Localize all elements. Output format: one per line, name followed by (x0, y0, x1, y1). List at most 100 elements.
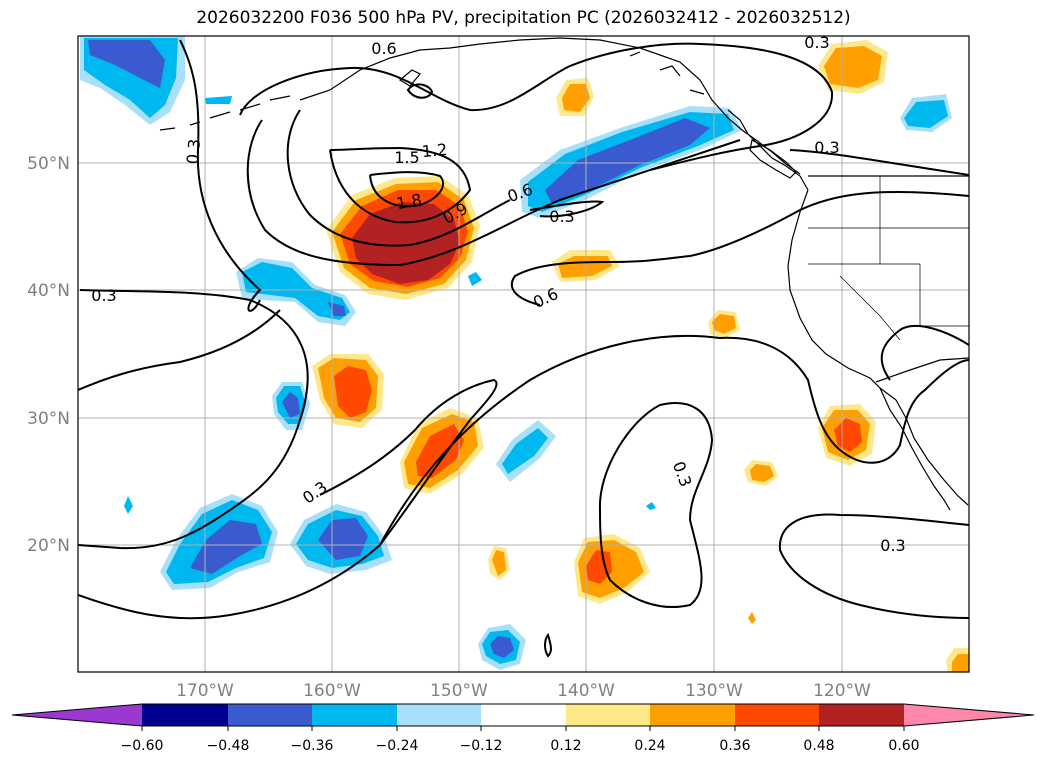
border-us-mexico (875, 357, 969, 383)
precip-blob (190, 520, 262, 574)
pv-contour (379, 334, 969, 546)
colorbar: −0.60 −0.48 −0.36 −0.24 −0.12 0.12 0.24 … (11, 703, 1035, 754)
pv-contour (246, 119, 741, 267)
pv-contour (78, 289, 309, 550)
contour-label: 0.3 (91, 286, 116, 305)
state-lines (808, 176, 969, 341)
map-frame (77, 35, 970, 673)
precip-blob (416, 424, 464, 478)
coastline-gulf-california (913, 437, 969, 506)
lon-label: 170°W (176, 681, 234, 701)
colorbar-tick: 0.24 (634, 738, 665, 754)
coastline-alaska (299, 37, 801, 175)
coastlines (159, 37, 969, 511)
lon-labels: 170°W 160°W 150°W 140°W 130°W 120°W (176, 681, 871, 701)
coastline-kodiak (398, 69, 421, 87)
coastline-us-west (787, 189, 915, 439)
colorbar-tick: −0.60 (121, 738, 164, 754)
colorbar-segment (735, 704, 819, 726)
contour-label: 0.3 (549, 207, 574, 226)
contour-label: 1.5 (394, 148, 419, 167)
contour-label: 0.6 (530, 284, 561, 312)
coastline-alaska-islands (629, 51, 705, 95)
precip-blob (88, 40, 165, 88)
colorbar-segment (397, 704, 481, 726)
lon-label: 140°W (557, 681, 615, 701)
pv-contour (239, 42, 834, 171)
lon-label: 150°W (430, 681, 488, 701)
contour-label: 0.3 (880, 536, 905, 555)
precip-blob (282, 392, 300, 418)
lat-label: 20°N (27, 536, 70, 556)
precip-shading (80, 36, 969, 672)
pv-contour (179, 39, 262, 312)
precip-blob (490, 636, 514, 658)
precip-blob (562, 84, 590, 112)
colorbar-segment (566, 704, 650, 726)
colorbar-tick: 0.36 (719, 738, 750, 754)
pv-contour (598, 402, 714, 609)
pv-contour (544, 632, 552, 658)
colorbar-segment (142, 704, 228, 726)
contour-label: 0.3 (804, 33, 829, 52)
colorbar-tick: −0.48 (207, 738, 250, 754)
lat-label: 30°N (27, 409, 70, 429)
pv-contours (78, 39, 969, 658)
contour-label: 0.6 (371, 39, 396, 58)
contour-label: 0.3 (669, 459, 696, 489)
precip-blob (824, 46, 882, 88)
pv-contour (78, 378, 498, 620)
colorbar-segment (819, 704, 904, 726)
colorbar-tick: −0.12 (460, 738, 503, 754)
precip-blob (502, 428, 548, 474)
contour-label: 1.2 (421, 140, 448, 161)
coastline-bc (727, 109, 809, 191)
colorbar-segment (650, 704, 735, 726)
pv-contour (789, 149, 969, 176)
precip-blob (205, 96, 232, 104)
contour-label: 0.3 (299, 477, 331, 507)
precip-blob (952, 654, 969, 672)
lon-label: 160°W (303, 681, 361, 701)
pv-contour (510, 190, 969, 306)
lon-label: 130°W (685, 681, 743, 701)
coastline-vancouver-island (749, 139, 797, 179)
precip-blob (712, 314, 736, 334)
pv-contour (880, 325, 969, 381)
precip-blob (124, 496, 133, 514)
colorbar-tick: 0.60 (888, 738, 919, 754)
lat-label: 50°N (27, 154, 70, 174)
precip-blob (834, 418, 862, 452)
contour-label: 0.3 (183, 138, 204, 165)
lon-label: 120°W (813, 681, 871, 701)
colorbar-tick: −0.24 (376, 738, 419, 754)
precip-blob (352, 202, 460, 284)
colorbar-max-arrow (904, 704, 1034, 726)
lat-labels: 50°N 40°N 30°N 20°N (27, 154, 70, 556)
colorbar-tick: 0.12 (550, 738, 581, 754)
colorbar-tick: 0.48 (803, 738, 834, 754)
coastline-baja (879, 387, 951, 511)
coastline-aleutians (159, 95, 291, 131)
pv-contour (286, 109, 511, 247)
colorbar-segment (312, 704, 397, 726)
precip-blob (492, 550, 506, 576)
precip-blob (750, 464, 774, 482)
pv-contour (778, 513, 969, 619)
precip-blob (748, 612, 756, 624)
colorbar-tick: −0.36 (291, 738, 334, 754)
precip-blob (334, 366, 372, 418)
colorbar-segment (228, 704, 312, 726)
pv-contour (369, 171, 445, 208)
colorbar-segment (481, 704, 566, 726)
pv-contour (329, 146, 472, 224)
precip-blob (646, 502, 656, 510)
contour-label: 0.3 (814, 138, 839, 157)
precip-blob (242, 262, 350, 320)
precip-blob (586, 550, 612, 584)
contour-label: 1.8 (395, 190, 423, 213)
pv-contour (78, 309, 281, 391)
precip-blob (318, 518, 368, 560)
precip-blob (904, 100, 948, 128)
